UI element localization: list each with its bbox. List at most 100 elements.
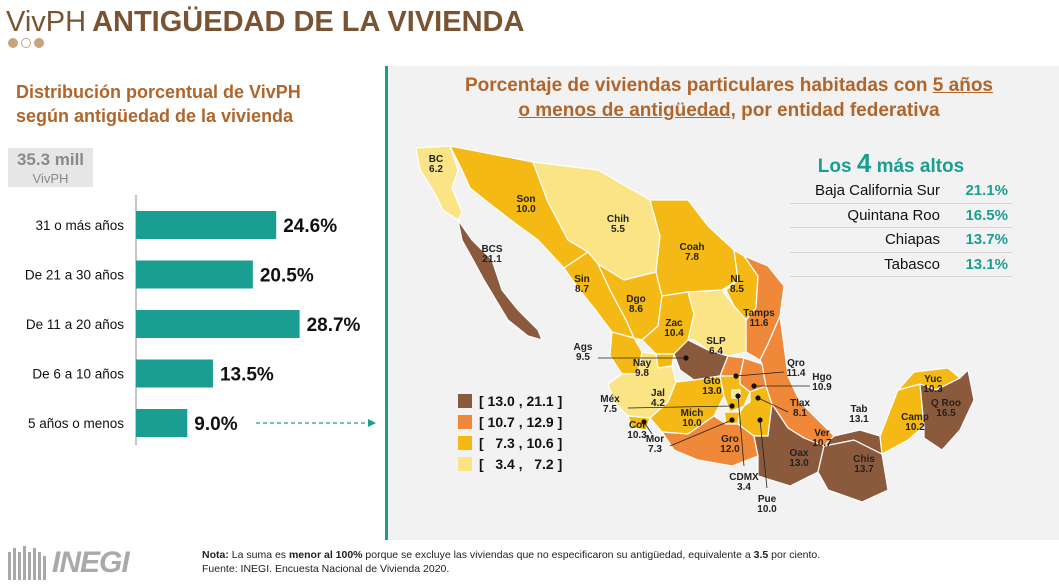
state-value-label: 7.8 [685, 252, 699, 263]
legend-label: [ 10.7 , 12.9 ] [479, 413, 563, 430]
state-abbr-label: Gto [703, 376, 720, 387]
leader-dot [751, 383, 757, 389]
legend-label: [ 7.3 , 10.6 ] [479, 434, 563, 451]
note-bold: 3.5 [753, 549, 769, 561]
state-value-label: 9.8 [635, 368, 649, 379]
legend-item: [ 7.3 , 10.6 ] [458, 432, 562, 453]
top4-state: Chiapas [884, 231, 940, 249]
state-abbr-label: CDMX [729, 472, 759, 483]
leader-line [759, 419, 768, 489]
state-value-label: 12.0 [720, 444, 740, 455]
state-value-label: 13.0 [789, 458, 809, 469]
top4-value: 13.7% [965, 231, 1008, 249]
state-abbr-label: Oax [790, 448, 809, 459]
leader-dot [683, 355, 689, 361]
legend-swatch [458, 393, 472, 408]
state-value-label: 10.3 [923, 384, 943, 395]
leader-line [669, 419, 733, 447]
bar-value-label: 9.0% [194, 414, 237, 435]
top4-row: Quintana Roo 16.5% [790, 204, 1012, 228]
bar [136, 310, 300, 338]
top4-state: Quintana Roo [847, 206, 940, 224]
state-abbr-label: Camp [901, 412, 929, 423]
top4-state: Baja California Sur [814, 182, 940, 200]
state-abbr-label: Tamps [743, 308, 775, 319]
state-abbr-label: Gro [721, 434, 739, 445]
state-shape [457, 219, 543, 341]
leader-line [757, 397, 789, 413]
state-abbr-label: Coah [680, 242, 705, 253]
state-abbr-label: Zac [665, 318, 683, 329]
leader-dot [755, 395, 761, 401]
state-value-label: 10.3 [627, 430, 647, 441]
leader-line [737, 395, 745, 467]
state-value-label: 10.2 [905, 422, 925, 433]
leader-line [735, 371, 785, 377]
state-shape [919, 369, 975, 451]
note-text: La suma es [228, 549, 289, 561]
top4-heading-num: 4 [856, 148, 872, 178]
dot-icon [34, 38, 44, 48]
bar-value-label: 20.5% [260, 266, 314, 287]
top4-row: Baja California Sur 21.1% [790, 179, 1012, 204]
state-abbr-label: Dgo [626, 294, 645, 305]
state-abbr-label: Tlax [790, 398, 810, 409]
legend-label: [ 13.0 , 21.1 ] [479, 392, 563, 409]
top4-heading-post: más altos [871, 156, 965, 177]
bar [136, 260, 253, 289]
state-value-label: 10.0 [516, 204, 536, 215]
top4-value: 16.5% [965, 206, 1008, 224]
state-abbr-label: BC [429, 154, 443, 165]
state-value-label: 8.1 [793, 408, 807, 419]
title-prefix: VivPH [6, 6, 87, 38]
state-value-label: 10.0 [757, 504, 777, 515]
state-value-label: 13.7 [854, 464, 874, 475]
top4-state: Tabasco [884, 255, 940, 273]
note-text: por ciento. [768, 549, 821, 561]
bar [136, 359, 213, 388]
state-abbr-label: Jal [651, 388, 665, 399]
bar-value-label: 28.7% [307, 315, 361, 336]
state-abbr-label: Ags [574, 342, 593, 353]
state-value-label: 11.4 [787, 368, 806, 379]
state-abbr-label: Sin [574, 274, 590, 285]
dot-icon [8, 38, 18, 48]
state-value-label: 6.2 [429, 164, 443, 175]
map-heading-part1: Porcentaje de viviendas particulares hab… [465, 75, 933, 96]
vertical-divider [385, 66, 388, 540]
bar-value-label: 24.6% [283, 216, 337, 237]
bar-category-label: 5 años o menos [28, 416, 124, 431]
note-bold: menor al 100% [288, 549, 363, 561]
total-box: 35.3 mill VivPH [8, 148, 93, 187]
note-text: porque se excluye las viviendas que no e… [362, 549, 754, 561]
top4-table: Los 4 más altos Baja California Sur 21.1… [790, 148, 1012, 277]
footnote-source: Fuente: INEGI. Encuesta Nacional de Vivi… [202, 563, 450, 575]
state-shape [415, 145, 463, 221]
state-abbr-label: Qro [787, 358, 805, 369]
top4-value: 21.1% [965, 182, 1008, 200]
state-abbr-label: Ver [814, 428, 830, 439]
state-value-label: 10.4 [664, 328, 684, 339]
map-heading-underline1: 5 años [932, 75, 993, 96]
state-value-label: 8.5 [730, 284, 744, 295]
state-value-label: 6.4 [709, 346, 723, 357]
state-value-label: 16.5 [936, 408, 956, 419]
top4-heading-pre: Los [817, 156, 857, 177]
state-abbr-label: SLP [706, 336, 726, 347]
state-value-label: 13.0 [702, 386, 722, 397]
top4-heading: Los 4 más altos [770, 148, 1012, 179]
state-value-label: 10.0 [682, 418, 702, 429]
state-abbr-label: Mich [681, 408, 704, 419]
state-value-label: 7.5 [603, 404, 617, 415]
top4-value: 13.1% [965, 255, 1008, 273]
bar-category-label: De 6 a 10 años [32, 367, 124, 382]
arrow-head-icon [368, 419, 376, 427]
dot-icon [21, 38, 31, 48]
legend-item: [ 10.7 , 12.9 ] [458, 411, 562, 432]
leader-dot [729, 403, 735, 409]
state-value-label: 5.5 [611, 224, 625, 235]
page-title: VivPH ANTIGÜEDAD DE LA VIVIENDA [6, 6, 524, 39]
state-abbr-label: Nay [633, 358, 652, 369]
map-heading-underline2: o menos de antigüedad [518, 100, 731, 121]
state-abbr-label: NL [730, 274, 743, 285]
